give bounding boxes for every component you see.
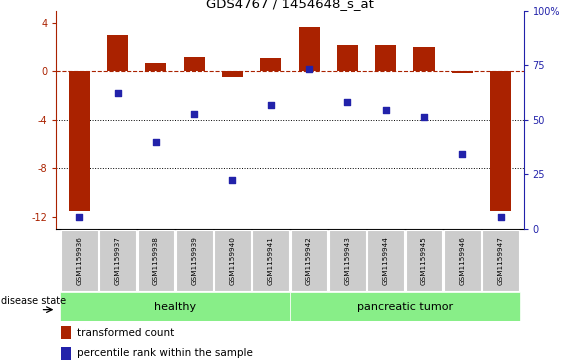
Bar <box>452 72 473 73</box>
Text: GSM1159941: GSM1159941 <box>268 236 274 285</box>
Text: pancreatic tumor: pancreatic tumor <box>357 302 453 312</box>
Point <box>266 102 275 108</box>
Title: GDS4767 / 1454648_s_at: GDS4767 / 1454648_s_at <box>206 0 374 10</box>
FancyBboxPatch shape <box>329 230 366 291</box>
FancyBboxPatch shape <box>291 230 328 291</box>
Bar <box>260 58 282 72</box>
Bar <box>184 57 205 72</box>
Point <box>458 151 467 156</box>
FancyBboxPatch shape <box>367 230 404 291</box>
Text: GSM1159937: GSM1159937 <box>115 236 120 285</box>
Text: GSM1159947: GSM1159947 <box>498 236 504 285</box>
Bar <box>61 347 72 360</box>
FancyBboxPatch shape <box>214 230 251 291</box>
Text: GSM1159943: GSM1159943 <box>345 236 350 285</box>
Bar <box>413 47 435 72</box>
Bar <box>298 26 320 72</box>
Text: GSM1159938: GSM1159938 <box>153 236 159 285</box>
FancyBboxPatch shape <box>290 292 520 321</box>
Point <box>190 111 199 117</box>
Point <box>75 214 84 220</box>
Text: GSM1159942: GSM1159942 <box>306 236 312 285</box>
Point <box>343 99 352 105</box>
Bar <box>337 45 358 72</box>
Text: GSM1159945: GSM1159945 <box>421 236 427 285</box>
Point <box>113 90 122 96</box>
Text: healthy: healthy <box>154 302 196 312</box>
FancyBboxPatch shape <box>176 230 213 291</box>
Text: GSM1159939: GSM1159939 <box>191 236 197 285</box>
FancyBboxPatch shape <box>61 230 97 291</box>
Point <box>151 139 160 144</box>
Text: transformed count: transformed count <box>77 327 175 338</box>
Text: GSM1159946: GSM1159946 <box>459 236 465 285</box>
Bar <box>107 35 128 72</box>
FancyBboxPatch shape <box>444 230 481 291</box>
Text: GSM1159940: GSM1159940 <box>230 236 235 285</box>
Point <box>305 66 314 72</box>
Text: GSM1159944: GSM1159944 <box>383 236 388 285</box>
Text: disease state: disease state <box>1 296 66 306</box>
Bar <box>145 63 167 72</box>
Bar <box>222 72 243 77</box>
FancyBboxPatch shape <box>405 230 443 291</box>
Bar <box>490 72 511 211</box>
Bar <box>61 326 72 339</box>
FancyBboxPatch shape <box>99 230 136 291</box>
Bar <box>375 45 396 72</box>
Point <box>381 107 390 113</box>
FancyBboxPatch shape <box>60 292 290 321</box>
Point <box>419 114 428 120</box>
Text: GSM1159936: GSM1159936 <box>76 236 82 285</box>
Bar <box>69 72 90 211</box>
Point <box>496 214 505 220</box>
FancyBboxPatch shape <box>482 230 519 291</box>
Text: percentile rank within the sample: percentile rank within the sample <box>77 348 253 358</box>
FancyBboxPatch shape <box>137 230 175 291</box>
FancyBboxPatch shape <box>252 230 289 291</box>
Point <box>228 178 237 183</box>
